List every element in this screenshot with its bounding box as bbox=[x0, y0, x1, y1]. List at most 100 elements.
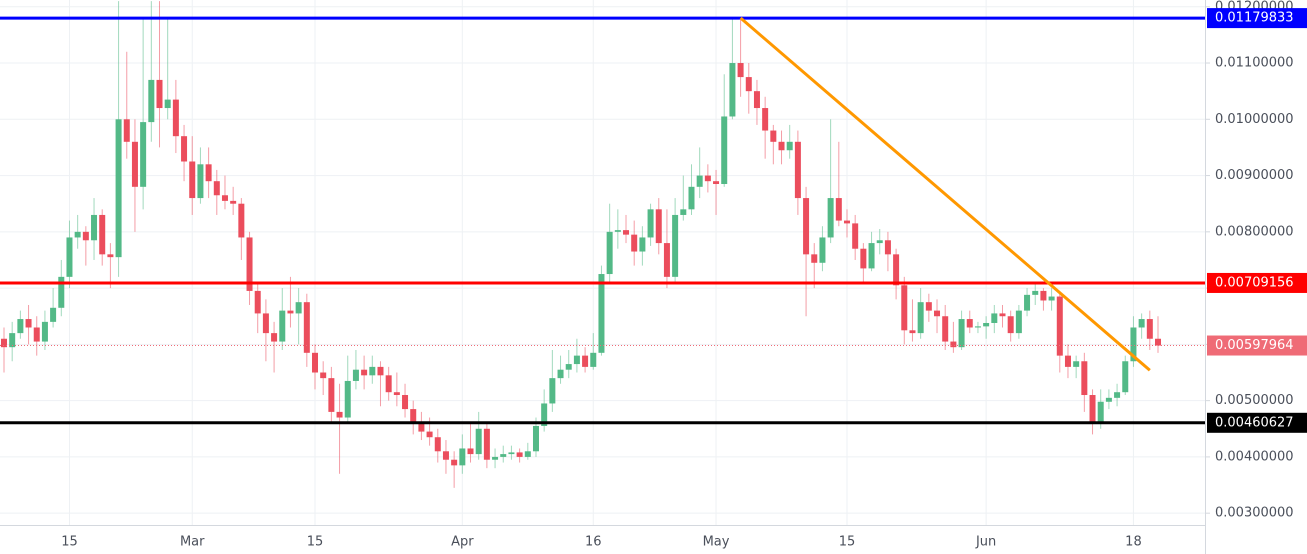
candle-body bbox=[680, 209, 687, 215]
candle-body bbox=[426, 431, 433, 438]
candle-body bbox=[115, 119, 122, 258]
candle-body bbox=[1105, 397, 1112, 402]
candle-body bbox=[467, 448, 474, 455]
candle-body bbox=[82, 231, 89, 241]
candle-body bbox=[164, 99, 171, 109]
candle-body bbox=[377, 366, 384, 376]
candle-body bbox=[925, 302, 932, 311]
candle-body bbox=[811, 254, 818, 263]
candle-body bbox=[541, 403, 548, 426]
candle-body bbox=[1097, 401, 1104, 424]
candle-body bbox=[983, 322, 990, 327]
candle-body bbox=[50, 307, 57, 322]
candle-body bbox=[500, 454, 507, 457]
candle-body bbox=[762, 108, 769, 131]
candle-body bbox=[655, 209, 662, 244]
candle-body bbox=[189, 161, 196, 199]
candle-body bbox=[442, 451, 449, 460]
candle-body bbox=[974, 326, 981, 328]
y-tick-label: 0.01000000 bbox=[1215, 112, 1294, 127]
candle-body bbox=[99, 214, 106, 255]
candle-body bbox=[590, 352, 597, 367]
x-tick-label: May bbox=[703, 535, 730, 550]
candle-body bbox=[131, 141, 138, 187]
candle-body bbox=[246, 237, 253, 291]
candle-body bbox=[262, 313, 269, 334]
candle-body bbox=[639, 237, 646, 252]
candle-body bbox=[909, 330, 916, 334]
candle-body bbox=[434, 437, 441, 452]
candle-body bbox=[451, 459, 458, 466]
price-tag-label: 0.01179833 bbox=[1215, 11, 1294, 26]
candle-body bbox=[606, 231, 613, 275]
candle-body bbox=[1081, 361, 1088, 396]
price-tags: 0.00597964 0.01179833 0.00709156 0.00460627 bbox=[1207, 8, 1307, 433]
candle-body bbox=[369, 366, 376, 376]
candle-body bbox=[66, 237, 73, 277]
candle-body bbox=[884, 240, 891, 255]
candle-body bbox=[917, 302, 924, 334]
candle-body bbox=[287, 310, 294, 314]
candle-body bbox=[1146, 319, 1153, 339]
plot bbox=[0, 1, 1205, 488]
candle-body bbox=[1024, 294, 1031, 311]
candle-body bbox=[852, 223, 859, 249]
candle-body bbox=[647, 209, 654, 238]
candle-body bbox=[492, 456, 499, 460]
candle-body bbox=[794, 141, 801, 199]
candle-body bbox=[271, 333, 278, 342]
x-tick-label: Mar bbox=[180, 535, 205, 550]
candle-body bbox=[303, 302, 310, 353]
candle-body bbox=[1130, 327, 1137, 362]
x-tick-label: 15 bbox=[839, 535, 856, 550]
candle-body bbox=[475, 428, 482, 455]
x-tick-label: 15 bbox=[61, 535, 78, 550]
price-tag-label: 0.00597964 bbox=[1215, 338, 1294, 353]
candle-body bbox=[745, 77, 752, 92]
x-tick-label: Apr bbox=[451, 535, 474, 550]
candle-body bbox=[958, 319, 965, 348]
y-tick-label: 0.01100000 bbox=[1215, 56, 1294, 71]
candle-body bbox=[123, 119, 130, 142]
candle-body bbox=[966, 319, 973, 328]
candle-body bbox=[753, 91, 760, 109]
candle-body bbox=[1007, 316, 1014, 334]
candle-body bbox=[713, 181, 720, 185]
candle-body bbox=[623, 230, 630, 235]
candle-body bbox=[320, 372, 327, 379]
candle-body bbox=[549, 378, 556, 404]
trend-line bbox=[739, 16, 1151, 372]
candle-body bbox=[148, 79, 155, 123]
price-tag bbox=[1207, 412, 1307, 433]
candle-body bbox=[418, 423, 425, 432]
candle-body bbox=[74, 231, 81, 238]
candle-body bbox=[934, 310, 941, 317]
candle-body bbox=[9, 333, 16, 348]
candle-body bbox=[631, 234, 638, 252]
candle-body bbox=[483, 428, 490, 460]
candle-body bbox=[999, 313, 1006, 317]
candle-body bbox=[344, 380, 351, 418]
x-tick-label: Jun bbox=[975, 535, 996, 550]
candle-body bbox=[1122, 361, 1129, 393]
candle-body bbox=[663, 243, 670, 277]
candle-body bbox=[868, 243, 875, 269]
candle-body bbox=[901, 285, 908, 331]
candle-body bbox=[1040, 290, 1047, 301]
candle-body bbox=[524, 451, 531, 457]
candle-body bbox=[385, 375, 392, 393]
x-tick-label: 16 bbox=[585, 535, 602, 550]
price-tag bbox=[1207, 8, 1307, 29]
candle-body bbox=[1015, 310, 1022, 334]
candle-body bbox=[835, 198, 842, 221]
candle-body bbox=[213, 181, 220, 196]
candle-body bbox=[41, 321, 48, 342]
candle-body bbox=[565, 364, 572, 370]
candle-body bbox=[721, 116, 728, 185]
candle-body bbox=[1138, 319, 1145, 328]
candle-body bbox=[107, 254, 114, 258]
y-tick-label: 0.00900000 bbox=[1215, 168, 1294, 183]
candle-body bbox=[1, 338, 7, 348]
